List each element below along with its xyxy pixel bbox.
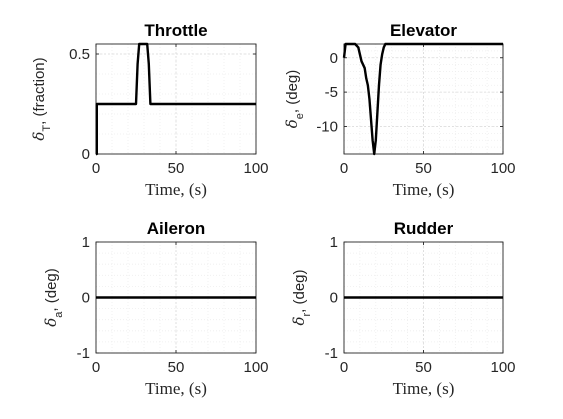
throttle-ytick-label: 0.5 — [69, 46, 90, 63]
throttle-ytick-label: 0 — [82, 146, 90, 163]
aileron-ylabel-subscript: a — [53, 311, 65, 318]
aileron-xtick-label: 50 — [168, 359, 185, 376]
rudder-xtick-label: 50 — [415, 359, 432, 376]
rudder-ytick-label: -1 — [325, 345, 338, 362]
elevator-ylabel: δe, (deg) — [283, 70, 306, 129]
aileron-ytick-label: 1 — [82, 234, 90, 251]
aileron-ytick-label: -1 — [77, 345, 90, 362]
rudder-xtick-label: 100 — [490, 359, 515, 376]
elevator-xtick-label: 50 — [415, 160, 432, 177]
throttle-panel: 0 50 100 0 0.5 Throttle Time, (s) δT, (fraction… — [30, 21, 269, 199]
throttle-ylabel: δT, (fraction) — [30, 57, 53, 140]
throttle-xtick-label: 100 — [243, 160, 268, 177]
aileron-xtick-label: 100 — [243, 359, 268, 376]
aileron-ylabel: δa, (deg) — [42, 268, 65, 327]
elevator-ytick-label: 0 — [330, 50, 338, 67]
elevator-ylabel-symbol: δ — [283, 119, 301, 128]
rudder-ylabel-symbol: δ — [290, 317, 308, 326]
rudder-ylabel-text: , (deg) — [291, 269, 308, 312]
rudder-ytick-label: 0 — [330, 290, 338, 307]
elevator-ytick-label: -5 — [325, 84, 338, 101]
throttle-xtick-label: 50 — [168, 160, 185, 177]
aileron-title: Aileron — [147, 219, 206, 238]
elevator-ylabel-text: , (deg) — [284, 70, 301, 113]
aileron-xlabel: Time, (s) — [145, 379, 207, 398]
aileron-ytick-label: 0 — [82, 290, 90, 307]
elevator-title: Elevator — [390, 21, 457, 40]
throttle-title: Throttle — [144, 21, 207, 40]
throttle-ylabel-subscript: T — [41, 125, 53, 132]
aileron-ylabel-symbol: δ — [42, 318, 60, 327]
rudder-xtick-label: 0 — [340, 359, 348, 376]
throttle-ylabel-text: , (fraction) — [31, 57, 48, 125]
elevator-xlabel: Time, (s) — [393, 180, 455, 199]
rudder-ytick-label: 1 — [330, 234, 338, 251]
rudder-ylabel-subscript: r — [301, 313, 313, 317]
elevator-xtick-label: 0 — [340, 160, 348, 177]
throttle-ylabel-symbol: δ — [30, 132, 48, 141]
elevator-ylabel-subscript: e — [294, 113, 306, 119]
aileron-xtick-label: 0 — [92, 359, 100, 376]
rudder-ylabel: δr, (deg) — [290, 269, 313, 325]
elevator-ytick-label: -10 — [316, 119, 338, 136]
throttle-xlabel: Time, (s) — [145, 180, 207, 199]
rudder-xlabel: Time, (s) — [393, 379, 455, 398]
elevator-panel: 0 50 100 0 -5 -10 Elevator Time, (s) δe, (deg) — [283, 21, 516, 199]
rudder-title: Rudder — [394, 219, 454, 238]
aileron-ylabel-text: , (deg) — [43, 268, 60, 311]
throttle-xtick-label: 0 — [92, 160, 100, 177]
throttle-series-line — [95, 42, 256, 156]
elevator-xtick-label: 100 — [490, 160, 515, 177]
elevator-series-line — [342, 42, 503, 156]
